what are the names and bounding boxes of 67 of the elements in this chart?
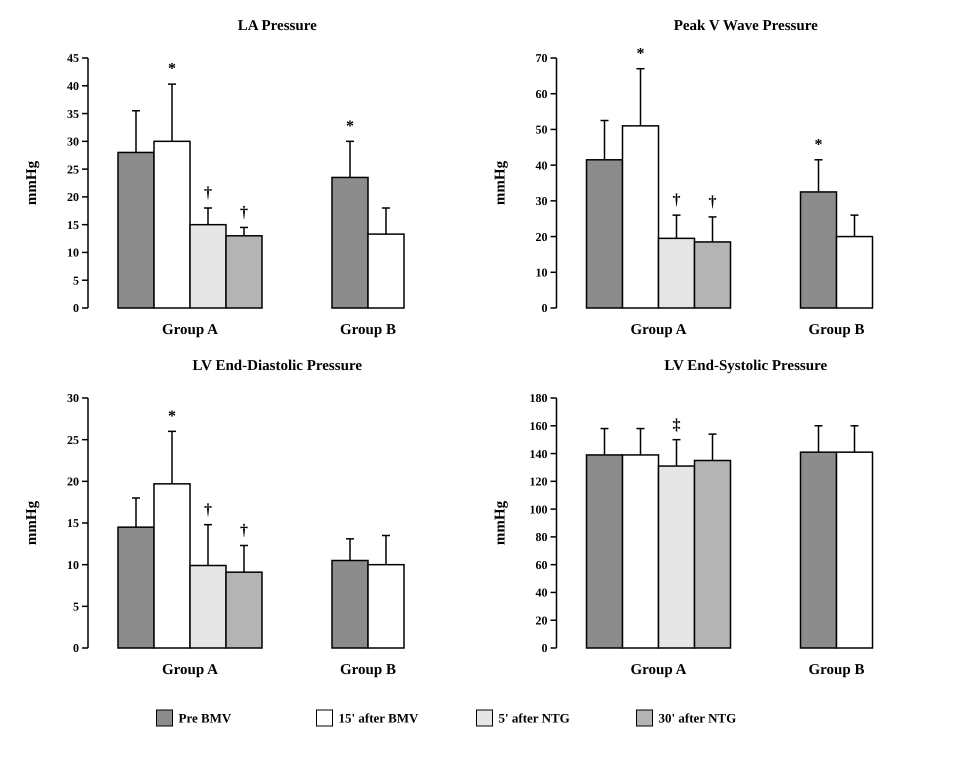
annotation: *	[814, 136, 822, 154]
annotation: †	[240, 204, 248, 222]
y-axis-title: mmHg	[492, 160, 508, 206]
y-tick-label: 25	[67, 162, 79, 176]
y-tick-label: 25	[67, 432, 79, 447]
x-tick-label: Group B	[808, 662, 864, 678]
y-tick-label: 180	[530, 391, 548, 406]
y-tick-label: 30	[67, 391, 79, 406]
annotation: †	[240, 522, 248, 540]
y-tick-label: 0	[542, 641, 548, 656]
y-tick-label: 15	[67, 218, 79, 232]
y-tick-label: 30	[67, 134, 79, 149]
y-tick-label: 45	[67, 51, 79, 66]
y-tick-label: 60	[536, 558, 548, 572]
y-tick-label: 35	[67, 106, 79, 121]
annotation: *	[168, 408, 176, 425]
y-tick-label: 20	[536, 613, 548, 628]
y-tick-label: 0	[73, 641, 79, 656]
legend-label: 5' after NTG	[498, 710, 570, 726]
chart-title: LV End-Diastolic Pressure	[192, 358, 362, 374]
annotation: ‡	[672, 416, 680, 434]
y-tick-label: 0	[73, 301, 79, 316]
y-tick-label: 10	[67, 558, 79, 572]
y-tick-label: 60	[536, 86, 548, 101]
y-tick-label: 20	[67, 190, 79, 204]
y-tick-label: 30	[536, 194, 548, 208]
y-tick-label: 40	[536, 158, 548, 172]
x-tick-label: Group A	[162, 662, 218, 678]
x-tick-label: Group A	[630, 662, 687, 678]
y-tick-label: 40	[536, 586, 548, 600]
y-tick-label: 20	[536, 230, 548, 244]
y-tick-label: 120	[530, 474, 548, 489]
chart-title: Peak V Wave Pressure	[674, 18, 818, 34]
y-tick-label: 80	[536, 530, 548, 544]
x-tick-label: Group B	[340, 662, 396, 678]
y-tick-label: 140	[530, 446, 548, 461]
annotation: *	[346, 118, 354, 135]
y-tick-label: 40	[67, 78, 79, 93]
y-tick-label: 5	[73, 600, 79, 614]
y-axis-title: mmHg	[24, 500, 40, 546]
x-tick-label: Group A	[162, 322, 218, 338]
y-tick-label: 50	[536, 122, 548, 137]
chart-title: LA Pressure	[238, 18, 318, 34]
y-tick-label: 100	[530, 502, 548, 516]
x-tick-label: Group B	[808, 322, 864, 338]
y-tick-label: 10	[536, 265, 548, 280]
chart-title: LV End-Systolic Pressure	[664, 358, 828, 374]
y-tick-label: 160	[530, 418, 548, 433]
annotation: †	[204, 501, 212, 518]
annotation: *	[168, 60, 176, 78]
y-tick-label: 10	[67, 246, 79, 260]
legend-label: Pre BMV	[178, 710, 232, 726]
annotation: †	[672, 192, 680, 209]
y-axis-title: mmHg	[24, 160, 40, 206]
annotation: †	[708, 194, 716, 211]
legend-label: 30' after NTG	[658, 710, 736, 726]
x-tick-label: Group B	[340, 322, 396, 338]
y-tick-label: 0	[542, 301, 548, 316]
y-tick-label: 5	[73, 273, 79, 288]
y-tick-label: 20	[67, 474, 79, 489]
annotation: *	[636, 45, 644, 62]
annotation: †	[204, 184, 212, 202]
legend-label: 15' after BMV	[338, 710, 420, 726]
y-axis-title: mmHg	[492, 500, 508, 546]
x-tick-label: Group A	[630, 322, 687, 338]
y-tick-label: 70	[536, 51, 548, 66]
y-tick-label: 15	[67, 516, 79, 530]
